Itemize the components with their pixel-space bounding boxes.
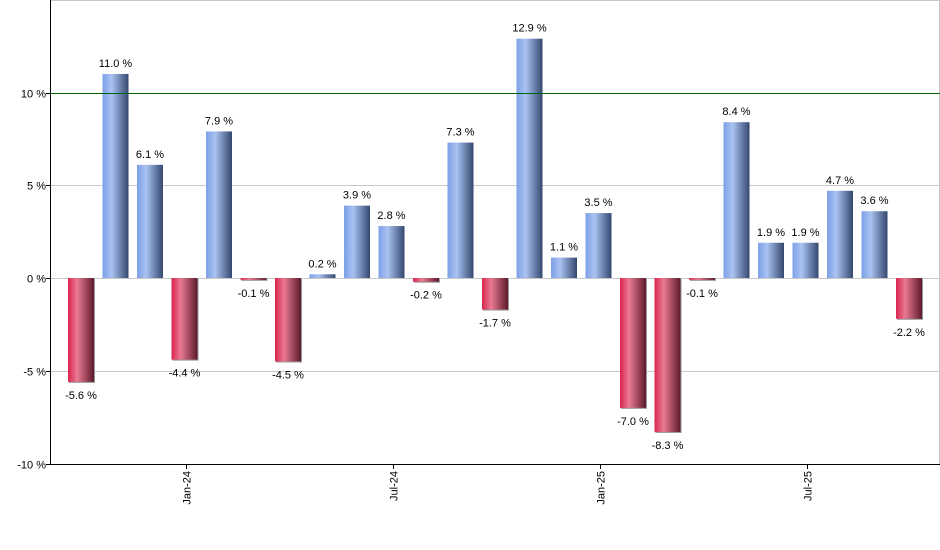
data-label: 8.4 %: [722, 106, 750, 118]
y-tick-label: -10 %: [17, 460, 46, 472]
data-label: 4.7 %: [826, 175, 854, 187]
data-label: 1.9 %: [791, 227, 819, 239]
bar: [792, 242, 819, 278]
data-label: 1.1 %: [550, 242, 578, 254]
data-label: 2.8 %: [377, 210, 405, 222]
bar: [758, 242, 784, 278]
y-tick-label: 5 %: [27, 181, 46, 193]
data-label: 3.5 %: [584, 197, 612, 209]
data-label: 6.1 %: [136, 149, 164, 161]
bar-shadow: [241, 279, 268, 281]
bar: [413, 278, 439, 282]
data-label: -0.2 %: [410, 290, 442, 302]
x-tick-label: Jul-25: [803, 471, 815, 501]
data-label: 1.9 %: [757, 227, 785, 239]
data-label: 3.6 %: [860, 195, 888, 207]
y-tick-label: 0 %: [27, 274, 46, 286]
bar: [896, 278, 922, 319]
bar: [68, 278, 94, 382]
data-label: 0.2 %: [308, 258, 336, 270]
data-label: 3.9 %: [343, 190, 371, 202]
data-label: -7.0 %: [617, 416, 649, 428]
bar: [689, 278, 715, 280]
bar: [171, 278, 198, 360]
y-tick-label: 10 %: [21, 89, 46, 101]
bar: [654, 278, 681, 432]
bar: [861, 211, 888, 278]
bar: [378, 226, 405, 278]
bar: [447, 142, 474, 278]
bar: [516, 38, 543, 278]
bar-shadow: [690, 279, 716, 281]
bar: [275, 278, 301, 362]
bar: [551, 257, 577, 278]
bar: [482, 278, 508, 310]
data-label: 12.9 %: [512, 23, 546, 35]
bar: [585, 213, 612, 278]
bar: [102, 73, 129, 278]
data-label: -4.5 %: [272, 369, 304, 381]
data-label: -4.4 %: [169, 368, 201, 380]
data-label: -0.1 %: [238, 288, 270, 300]
x-tick-label: Jan-24: [182, 471, 194, 505]
data-label: -2.2 %: [893, 327, 925, 339]
bar: [723, 122, 750, 279]
bar: [137, 164, 163, 278]
data-label: 11.0 %: [99, 58, 133, 70]
data-label: -8.3 %: [652, 440, 684, 452]
x-tick-label: Jul-24: [389, 471, 401, 501]
data-label: 7.9 %: [205, 115, 233, 127]
data-label: -0.1 %: [686, 288, 718, 300]
x-tick-label: Jan-25: [596, 471, 608, 505]
data-label: 7.3 %: [446, 127, 474, 139]
bar: [240, 278, 267, 280]
bar: [309, 274, 336, 278]
data-label: -1.7 %: [479, 318, 511, 330]
y-tick-label: -5 %: [23, 367, 46, 379]
bar: [827, 190, 853, 278]
bar: [206, 131, 232, 278]
bar: [344, 205, 370, 278]
bar: [620, 278, 646, 408]
data-label: -5.6 %: [65, 390, 97, 402]
